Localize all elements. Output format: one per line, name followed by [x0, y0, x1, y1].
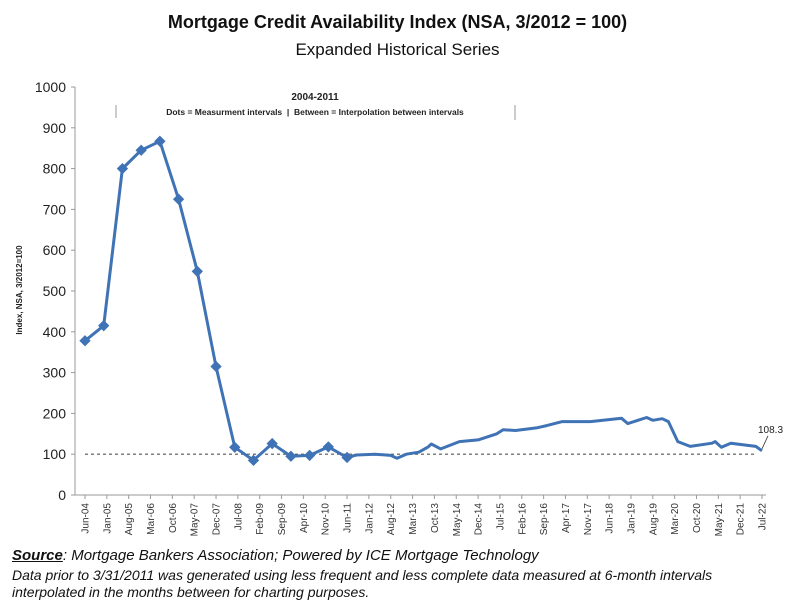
- x-tick-label: Oct-20: [692, 503, 703, 533]
- data-point-marker: [322, 441, 335, 453]
- x-tick-label: Aug-12: [386, 503, 397, 536]
- last-value-leader: [761, 435, 769, 449]
- data-point-marker: [191, 265, 203, 278]
- data-point-marker: [172, 193, 185, 205]
- x-tick-label: Aug-05: [124, 503, 135, 536]
- x-tick-label: Jun-18: [605, 503, 616, 534]
- x-tick-label: Oct-06: [168, 503, 179, 533]
- x-tick-label: Feb-09: [255, 503, 266, 535]
- x-axis: Jun-04 Jan-05 Aug-05 Mar-06 Oct-06 May-07 Dec-…: [75, 494, 769, 537]
- note-line-2: interpolated in the months between for c…: [12, 584, 370, 600]
- x-tick-label: Jun-04: [81, 503, 92, 534]
- y-tick-label: 500: [43, 283, 67, 299]
- x-tick-label: Jul-15: [495, 503, 506, 531]
- x-tick-label: Nov-17: [583, 503, 594, 536]
- chart-title: Mortgage Credit Availability Index (NSA,…: [167, 12, 628, 32]
- y-tick-label: 200: [43, 405, 67, 421]
- data-point-marker: [303, 449, 316, 462]
- series-markers: [79, 135, 353, 466]
- last-value-label: 108.3: [758, 425, 783, 436]
- source-text: : Mortgage Bankers Association; Powered …: [62, 547, 539, 564]
- x-tick-label: Aug-19: [648, 503, 659, 536]
- source-line: Source: Mortgage Bankers Association; Po…: [12, 547, 539, 564]
- x-tick-label: May-07: [190, 503, 201, 537]
- data-point-marker: [285, 450, 297, 462]
- data-point-marker: [341, 451, 353, 464]
- data-point-marker: [266, 437, 278, 450]
- x-tick-label: Nov-10: [321, 503, 332, 536]
- x-tick-label: Oct-13: [430, 503, 441, 533]
- x-tick-label: Dec-14: [474, 503, 485, 536]
- y-tick-label: 1000: [35, 79, 66, 95]
- x-tick-label: Jan-12: [364, 503, 375, 534]
- x-tick-label: Apr-10: [299, 503, 310, 533]
- y-tick-label: 300: [43, 365, 67, 381]
- y-tick-label: 400: [43, 324, 67, 340]
- chart-subtitle: Expanded Historical Series: [295, 40, 500, 59]
- y-tick-label: 0: [58, 487, 66, 503]
- note-line-1: Data prior to 3/31/2011 was generated us…: [12, 567, 713, 583]
- data-point-marker: [210, 360, 222, 373]
- x-tick-label: Dec-07: [212, 503, 223, 536]
- x-tick-label: Dec-21: [736, 503, 747, 536]
- y-tick-label: 700: [43, 201, 67, 217]
- annotation-text: Dots = Measurment intervals | Between = …: [166, 107, 464, 117]
- x-tick-label: May-14: [452, 503, 463, 537]
- x-tick-label: Jul-08: [233, 503, 244, 531]
- y-tick-label: 100: [43, 446, 67, 462]
- annotation-title: 2004-2011: [291, 92, 339, 103]
- x-tick-label: May-21: [714, 503, 725, 537]
- x-tick-label: Mar-20: [670, 503, 681, 535]
- x-tick-label: Jan-05: [102, 503, 113, 534]
- x-tick-label: Jul-22: [758, 503, 769, 531]
- x-tick-label: Mar-13: [408, 503, 419, 535]
- x-tick-label: Mar-06: [146, 503, 157, 535]
- series-line-mcai: [84, 139, 763, 462]
- y-tick-label: 600: [43, 242, 67, 258]
- x-tick-label: Apr-17: [561, 503, 572, 533]
- y-axis-label: Index, NSA, 3/2012=100: [15, 245, 24, 335]
- source-label: Source: [12, 547, 63, 564]
- y-tick-label: 900: [43, 120, 67, 136]
- x-tick-label: Sep-16: [539, 503, 550, 536]
- data-point-marker: [135, 144, 147, 156]
- x-tick-label: Jun-11: [343, 503, 354, 533]
- x-tick-label: Sep-09: [277, 503, 288, 536]
- y-tick-label: 800: [43, 161, 67, 177]
- data-point-marker: [154, 135, 166, 147]
- x-tick-label: Feb-16: [517, 503, 528, 535]
- x-tick-label: Jan-19: [626, 503, 637, 534]
- data-point-marker: [247, 454, 260, 466]
- y-axis: 0 100 200 300 400 500 600 700 800 900 1000: [35, 79, 76, 503]
